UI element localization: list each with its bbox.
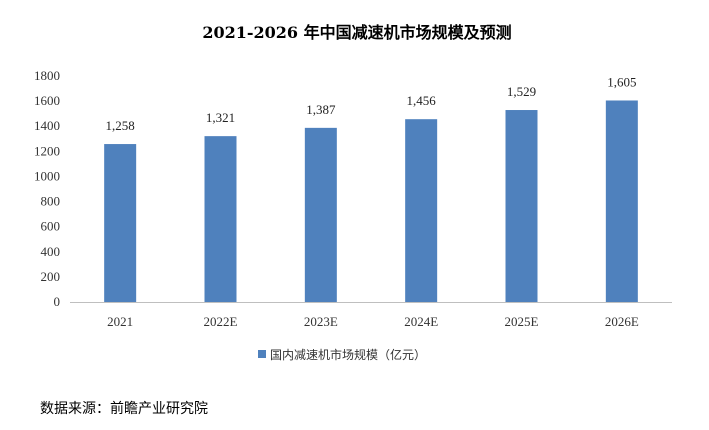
legend-swatch: [258, 350, 266, 358]
bar: [204, 136, 237, 302]
y-tick-label: 600: [41, 219, 61, 234]
data-label: 1,529: [507, 84, 536, 99]
bar: [405, 119, 438, 303]
data-label: 1,258: [106, 118, 135, 133]
data-label: 1,387: [306, 102, 336, 117]
bar: [104, 144, 137, 302]
y-tick-label: 1400: [34, 118, 60, 133]
y-tick-label: 1200: [34, 143, 60, 158]
data-label: 1,605: [607, 74, 636, 89]
y-tick-label: 200: [41, 269, 61, 284]
y-tick-label: 1600: [34, 93, 60, 108]
bars: 1,258 1,321 1,387 1,456 1,529 1,605: [104, 74, 638, 303]
y-tick-label: 800: [41, 194, 61, 209]
y-tick-label: 400: [41, 244, 61, 259]
data-label: 1,456: [407, 93, 437, 108]
x-tick-label: 2026E: [605, 314, 639, 329]
legend: 国内减速机市场规模（亿元）: [258, 347, 426, 362]
x-tick-label: 2025E: [505, 314, 539, 329]
bar: [505, 110, 538, 302]
data-label: 1,321: [206, 110, 235, 125]
y-tick-label: 0: [54, 294, 61, 309]
y-tick-label: 1000: [34, 168, 60, 183]
y-axis: 0 200 400 600 800 1000 1200 1400 1600 1800: [34, 68, 60, 309]
bar: [304, 127, 337, 302]
x-tick-label: 2021: [107, 314, 133, 329]
x-tick-label: 2023E: [304, 314, 338, 329]
legend-label: 国内减速机市场规模（亿元）: [270, 347, 426, 362]
y-tick-label: 1800: [34, 68, 60, 83]
x-axis: 2021 2022E 2023E 2024E 2025E 2026E: [107, 314, 639, 329]
source-note: 数据来源：前瞻产业研究院: [40, 401, 208, 417]
chart-title: 2021-2026 年中国减速机市场规模及预测: [202, 23, 511, 42]
x-tick-label: 2024E: [404, 314, 438, 329]
bar: [605, 100, 638, 302]
x-tick-label: 2022E: [204, 314, 238, 329]
